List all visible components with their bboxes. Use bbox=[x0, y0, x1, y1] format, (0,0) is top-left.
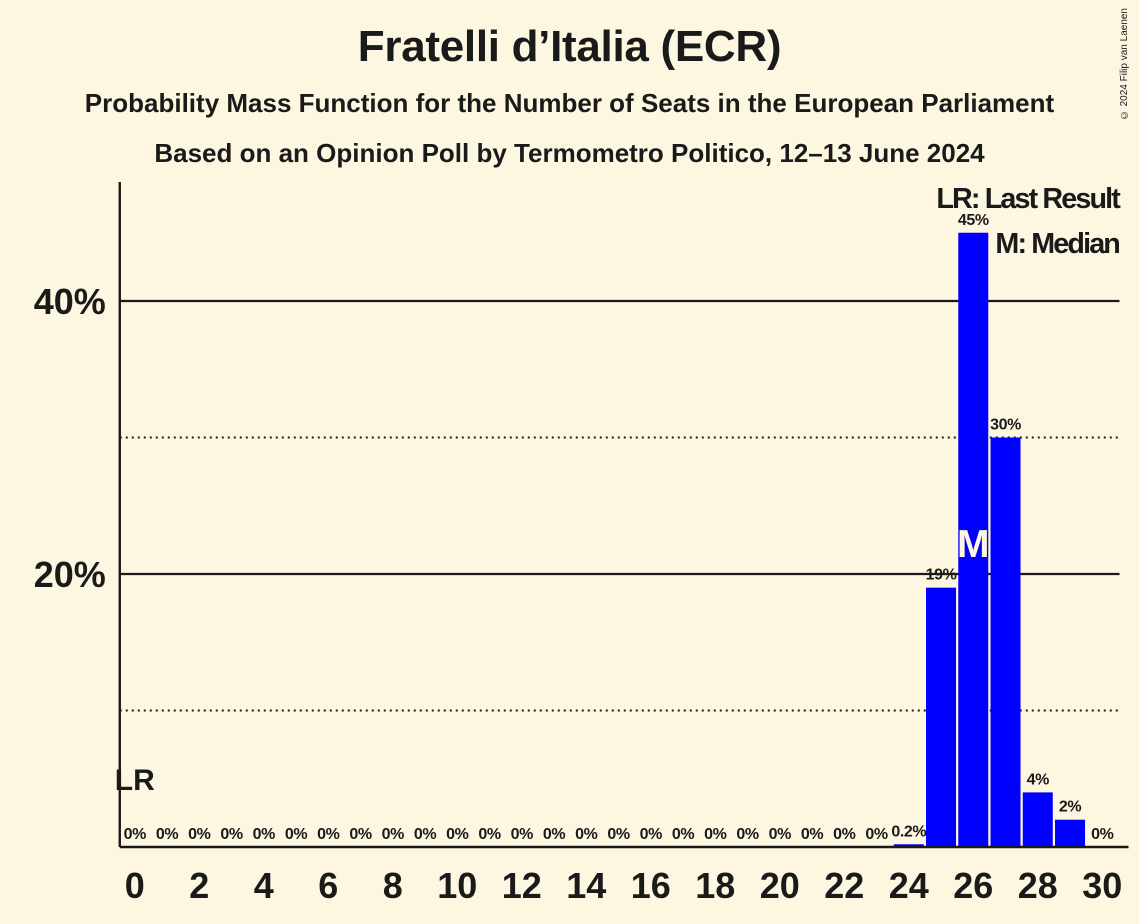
svg-text:0%: 0% bbox=[156, 826, 178, 843]
svg-text:0%: 0% bbox=[253, 826, 275, 843]
svg-text:19%: 19% bbox=[926, 567, 957, 584]
svg-text:0%: 0% bbox=[285, 826, 307, 843]
svg-text:0%: 0% bbox=[704, 826, 726, 843]
svg-text:8: 8 bbox=[383, 865, 403, 906]
svg-text:0: 0 bbox=[125, 865, 145, 906]
svg-text:M: M bbox=[957, 523, 990, 566]
svg-text:LR: LR bbox=[115, 764, 155, 797]
svg-text:18: 18 bbox=[695, 865, 735, 906]
svg-text:0%: 0% bbox=[672, 826, 694, 843]
svg-text:0%: 0% bbox=[607, 826, 629, 843]
svg-text:0%: 0% bbox=[478, 826, 500, 843]
svg-text:0%: 0% bbox=[188, 826, 210, 843]
svg-text:0%: 0% bbox=[382, 826, 404, 843]
svg-text:2: 2 bbox=[189, 865, 209, 906]
svg-text:4: 4 bbox=[254, 865, 274, 906]
svg-text:24: 24 bbox=[889, 865, 929, 906]
svg-text:0%: 0% bbox=[640, 826, 662, 843]
svg-text:0%: 0% bbox=[736, 826, 758, 843]
svg-text:2%: 2% bbox=[1059, 799, 1081, 816]
svg-text:0%: 0% bbox=[833, 826, 855, 843]
svg-text:0%: 0% bbox=[414, 826, 436, 843]
svg-text:26: 26 bbox=[953, 865, 993, 906]
svg-text:0%: 0% bbox=[124, 826, 146, 843]
svg-text:28: 28 bbox=[1018, 865, 1058, 906]
svg-text:40%: 40% bbox=[34, 281, 106, 322]
svg-text:30%: 30% bbox=[990, 417, 1021, 434]
svg-text:0%: 0% bbox=[575, 826, 597, 843]
svg-text:0%: 0% bbox=[446, 826, 468, 843]
svg-text:0%: 0% bbox=[769, 826, 791, 843]
svg-text:14: 14 bbox=[566, 865, 606, 906]
svg-text:0.2%: 0.2% bbox=[891, 823, 926, 840]
svg-text:20: 20 bbox=[760, 865, 800, 906]
svg-text:0%: 0% bbox=[801, 826, 823, 843]
svg-text:16: 16 bbox=[631, 865, 671, 906]
svg-text:0%: 0% bbox=[349, 826, 371, 843]
svg-text:0%: 0% bbox=[1091, 826, 1113, 843]
svg-text:0%: 0% bbox=[543, 826, 565, 843]
svg-text:6: 6 bbox=[318, 865, 338, 906]
svg-text:4%: 4% bbox=[1027, 771, 1049, 788]
svg-text:30: 30 bbox=[1082, 865, 1122, 906]
svg-text:0%: 0% bbox=[865, 826, 887, 843]
svg-text:0%: 0% bbox=[220, 826, 242, 843]
svg-text:12: 12 bbox=[502, 865, 542, 906]
svg-text:22: 22 bbox=[824, 865, 864, 906]
svg-text:20%: 20% bbox=[34, 554, 106, 595]
svg-text:10: 10 bbox=[437, 865, 477, 906]
svg-text:0%: 0% bbox=[511, 826, 533, 843]
svg-text:45%: 45% bbox=[958, 212, 989, 229]
svg-text:0%: 0% bbox=[317, 826, 339, 843]
